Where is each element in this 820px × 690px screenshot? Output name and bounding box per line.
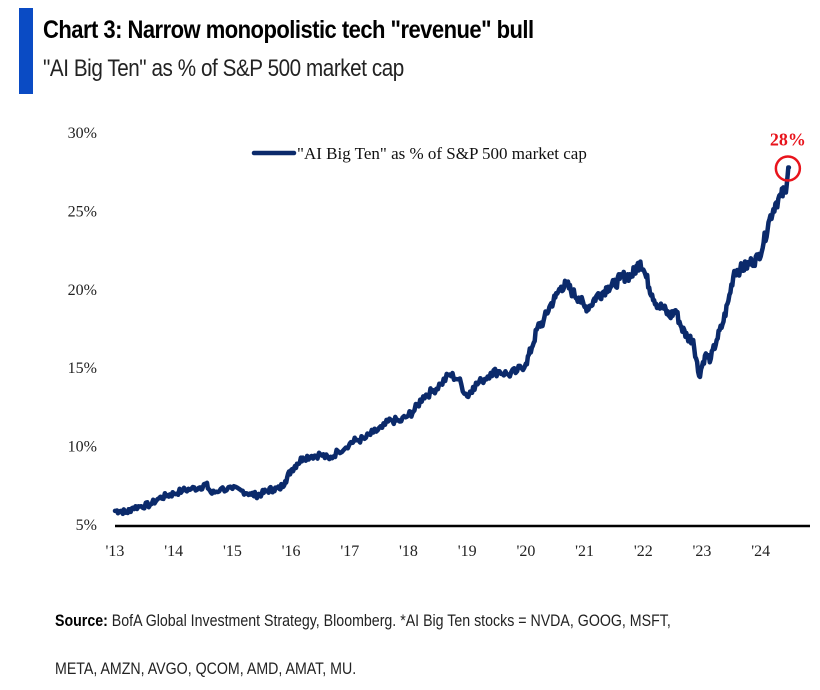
line-chart: 5%10%15%20%25%30% '13'14'15'16'17'18'19 '… bbox=[68, 125, 810, 560]
x-tick-label: '13 bbox=[106, 543, 125, 560]
x-axis-ticks: '13 '14 '15 '16 '17 '18 '19 '20 '21 '22 '23 '24 bbox=[106, 543, 771, 560]
x-tick-label: '24 bbox=[751, 543, 770, 560]
annotation-label: 28% bbox=[770, 129, 806, 149]
x-tick-label: '18 bbox=[399, 543, 418, 560]
chart-subtitle: "AI Big Ten" as % of S&P 500 market cap bbox=[43, 55, 404, 82]
x-tick-label: '19 bbox=[458, 543, 477, 560]
y-tick-label: 5% bbox=[76, 517, 97, 534]
title-accent-bar bbox=[19, 8, 33, 94]
chart-title: Chart 3: Narrow monopolistic tech "reven… bbox=[43, 16, 534, 44]
x-tick-label: '20 bbox=[516, 543, 535, 560]
y-axis-ticks: 5% 10% 15% 20% 25% 30% bbox=[68, 125, 97, 534]
x-tick-label: '23 bbox=[693, 543, 712, 560]
x-tick-label: '17 bbox=[340, 543, 359, 560]
legend: "AI Big Ten" as % of S&P 500 market cap bbox=[251, 144, 587, 163]
source-text: BofA Global Investment Strategy, Bloombe… bbox=[107, 612, 671, 630]
legend-label: "AI Big Ten" as % of S&P 500 market cap bbox=[297, 144, 587, 163]
annotation-circle bbox=[774, 155, 802, 182]
series-line bbox=[112, 165, 792, 517]
annotations: 28% bbox=[770, 129, 806, 182]
source-note-line2: META, AMZN, AVGO, QCOM, AMD, AMAT, MU. bbox=[55, 660, 357, 678]
y-tick-label: 10% bbox=[68, 439, 97, 456]
x-tick-label: '14 bbox=[164, 543, 183, 560]
source-note: Source: BofA Global Investment Strategy,… bbox=[55, 612, 671, 631]
x-tick-label: '22 bbox=[634, 543, 653, 560]
y-tick-label: 30% bbox=[68, 125, 97, 142]
source-label: Source: bbox=[55, 612, 108, 630]
y-tick-label: 15% bbox=[68, 360, 97, 377]
x-tick-label: '21 bbox=[575, 543, 594, 560]
x-tick-label: '16 bbox=[282, 543, 301, 560]
x-tick-label: '15 bbox=[223, 543, 242, 560]
series-group bbox=[112, 165, 792, 517]
y-tick-label: 20% bbox=[68, 282, 97, 299]
y-tick-label: 25% bbox=[68, 203, 97, 220]
